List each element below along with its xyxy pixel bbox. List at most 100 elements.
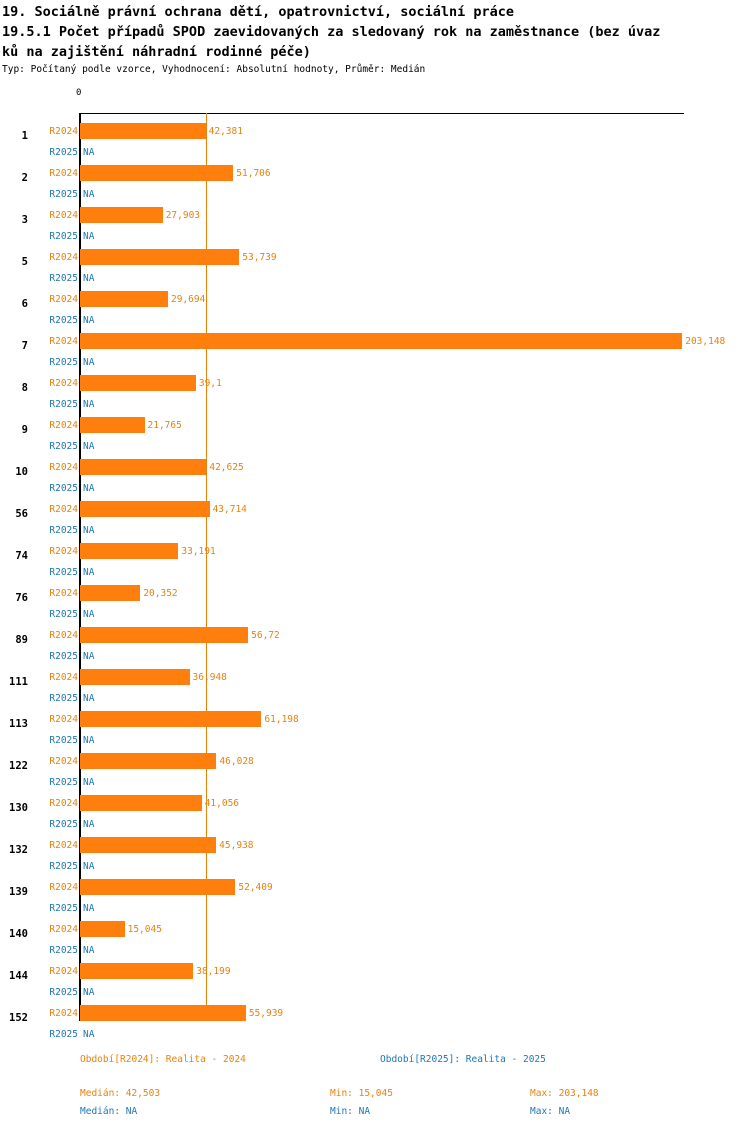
- bar-value-label: 56,72: [251, 630, 280, 641]
- bar-r2024[interactable]: [80, 123, 206, 139]
- bar-r2024[interactable]: [80, 165, 234, 181]
- bar-r2024[interactable]: [80, 753, 217, 769]
- chart-plot-area: 0 1 R2024 42,381 R2025 NA 2 R2024 51,706 R2025 NA…: [0, 88, 750, 1040]
- series-label-r2025[interactable]: R2025: [49, 441, 78, 452]
- series-label-r2024[interactable]: R2024: [49, 546, 78, 557]
- bar-r2024[interactable]: [80, 921, 125, 937]
- chart-row-group: 140 R2024 15,045 R2025 NA: [0, 912, 750, 956]
- series-label-r2025[interactable]: R2025: [49, 819, 78, 830]
- series-label-r2025[interactable]: R2025: [49, 273, 78, 284]
- bar-row: R2025 NA: [0, 479, 750, 500]
- bar-value-label: NA: [83, 609, 95, 620]
- row-category-label: 139: [9, 886, 28, 898]
- bar-r2024[interactable]: [80, 669, 190, 685]
- series-label-r2024[interactable]: R2024: [49, 168, 78, 179]
- row-category-label: 122: [9, 760, 28, 772]
- bar-row: R2025 NA: [0, 269, 750, 290]
- legend-item-r2025[interactable]: Období[R2025]: Realita - 2025: [380, 1054, 546, 1065]
- series-label-r2024[interactable]: R2024: [49, 840, 78, 851]
- bar-value-label: NA: [83, 819, 95, 830]
- bar-r2024[interactable]: [80, 837, 217, 853]
- bar-value-label: 203,148: [685, 336, 726, 347]
- series-label-r2025[interactable]: R2025: [49, 189, 78, 200]
- series-label-r2025[interactable]: R2025: [49, 651, 78, 662]
- row-category-label: 130: [9, 802, 28, 814]
- series-label-r2025[interactable]: R2025: [49, 1029, 78, 1040]
- bar-r2024[interactable]: [80, 417, 145, 433]
- bar-r2024[interactable]: [80, 627, 249, 643]
- series-label-r2024[interactable]: R2024: [49, 588, 78, 599]
- series-label-r2024[interactable]: R2024: [49, 420, 78, 431]
- bar-row: R2024 42,381: [0, 122, 750, 143]
- series-label-r2024[interactable]: R2024: [49, 252, 78, 263]
- bar-r2024[interactable]: [80, 375, 196, 391]
- series-label-r2025[interactable]: R2025: [49, 231, 78, 242]
- row-category-label: 2: [21, 172, 28, 184]
- series-label-r2025[interactable]: R2025: [49, 315, 78, 326]
- bar-r2024[interactable]: [80, 543, 179, 559]
- bar-value-label: NA: [83, 399, 95, 410]
- bar-row: R2025 NA: [0, 983, 750, 1004]
- bar-value-label: NA: [83, 483, 95, 494]
- series-label-r2024[interactable]: R2024: [49, 966, 78, 977]
- zero-baseline: [79, 113, 81, 1021]
- bar-row: R2024 38,199: [0, 962, 750, 983]
- bar-row: R2024 61,198: [0, 710, 750, 731]
- series-label-r2025[interactable]: R2025: [49, 483, 78, 494]
- bar-value-label: 38,199: [196, 966, 231, 977]
- series-label-r2024[interactable]: R2024: [49, 1008, 78, 1019]
- series-label-r2025[interactable]: R2025: [49, 357, 78, 368]
- bar-r2024[interactable]: [80, 1005, 246, 1021]
- series-label-r2025[interactable]: R2025: [49, 399, 78, 410]
- bar-r2024[interactable]: [80, 585, 141, 601]
- series-label-r2025[interactable]: R2025: [49, 525, 78, 536]
- bar-r2024[interactable]: [80, 795, 202, 811]
- bar-row: R2024 15,045: [0, 920, 750, 941]
- bar-row: R2025 NA: [0, 521, 750, 542]
- bar-row: R2024 39,1: [0, 374, 750, 395]
- series-label-r2025[interactable]: R2025: [49, 693, 78, 704]
- series-label-r2025[interactable]: R2025: [49, 777, 78, 788]
- series-label-r2025[interactable]: R2025: [49, 903, 78, 914]
- bar-row: R2025 NA: [0, 689, 750, 710]
- series-label-r2024[interactable]: R2024: [49, 756, 78, 767]
- bar-r2024[interactable]: [80, 501, 210, 517]
- series-label-r2024[interactable]: R2024: [49, 462, 78, 473]
- series-label-r2024[interactable]: R2024: [49, 294, 78, 305]
- legend-item-r2024[interactable]: Období[R2024]: Realita - 2024: [80, 1054, 246, 1065]
- series-label-r2024[interactable]: R2024: [49, 798, 78, 809]
- series-label-r2024[interactable]: R2024: [49, 126, 78, 137]
- series-label-r2024[interactable]: R2024: [49, 378, 78, 389]
- page-title-line-2: 19.5.1 Počet případů SPOD zaevidovaných …: [2, 24, 661, 40]
- series-label-r2024[interactable]: R2024: [49, 714, 78, 725]
- bar-value-label: NA: [83, 651, 95, 662]
- series-label-r2025[interactable]: R2025: [49, 945, 78, 956]
- bar-r2024[interactable]: [80, 459, 207, 475]
- bar-r2024[interactable]: [80, 879, 236, 895]
- bar-r2024[interactable]: [80, 249, 240, 265]
- series-label-r2025[interactable]: R2025: [49, 147, 78, 158]
- bar-r2024[interactable]: [80, 963, 194, 979]
- series-label-r2024[interactable]: R2024: [49, 336, 78, 347]
- series-label-r2024[interactable]: R2024: [49, 882, 78, 893]
- series-label-r2024[interactable]: R2024: [49, 672, 78, 683]
- series-label-r2025[interactable]: R2025: [49, 567, 78, 578]
- series-label-r2024[interactable]: R2024: [49, 210, 78, 221]
- bar-value-label: NA: [83, 777, 95, 788]
- bar-r2024[interactable]: [80, 291, 169, 307]
- series-label-r2025[interactable]: R2025: [49, 735, 78, 746]
- row-category-label: 74: [15, 550, 28, 562]
- series-label-r2025[interactable]: R2025: [49, 987, 78, 998]
- bar-r2024[interactable]: [80, 711, 262, 727]
- series-label-r2025[interactable]: R2025: [49, 861, 78, 872]
- bar-r2024[interactable]: [80, 333, 683, 349]
- stat-max-r2024: Max: 203,148: [530, 1088, 599, 1099]
- bar-value-label: NA: [83, 1029, 95, 1040]
- bar-r2024[interactable]: [80, 207, 163, 223]
- series-label-r2024[interactable]: R2024: [49, 504, 78, 515]
- chart-row-group: 2 R2024 51,706 R2025 NA: [0, 156, 750, 200]
- series-label-r2024[interactable]: R2024: [49, 924, 78, 935]
- bar-value-label: NA: [83, 315, 95, 326]
- series-label-r2024[interactable]: R2024: [49, 630, 78, 641]
- series-label-r2025[interactable]: R2025: [49, 609, 78, 620]
